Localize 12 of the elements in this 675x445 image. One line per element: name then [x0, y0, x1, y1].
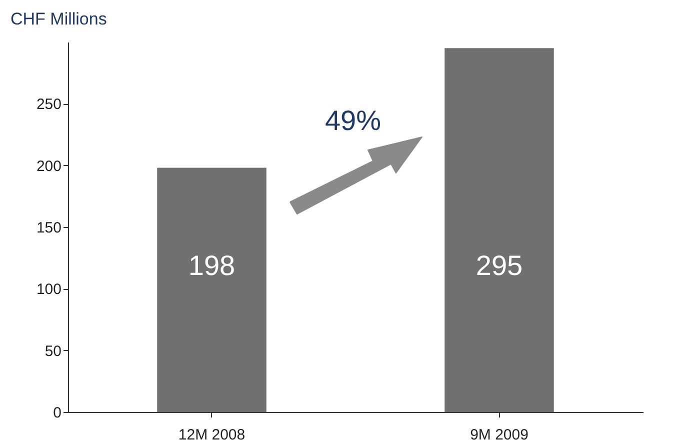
data-label: 198	[188, 250, 236, 281]
y-axis-title: CHF Millions	[10, 10, 107, 28]
y-tick-label: 200	[36, 158, 62, 175]
y-tick-label: 250	[36, 96, 62, 114]
y-tick-label: 100	[36, 281, 62, 298]
y-tick-label: 150	[36, 220, 62, 236]
annotation: 49%	[324, 105, 382, 136]
data-label: 295	[476, 250, 523, 281]
x-tick-label: 9M 2009	[470, 426, 528, 444]
y-tick-label: 50	[44, 342, 62, 360]
y-tick-label: 0	[53, 404, 62, 422]
x-tick-label: 12M 2008	[178, 426, 246, 444]
